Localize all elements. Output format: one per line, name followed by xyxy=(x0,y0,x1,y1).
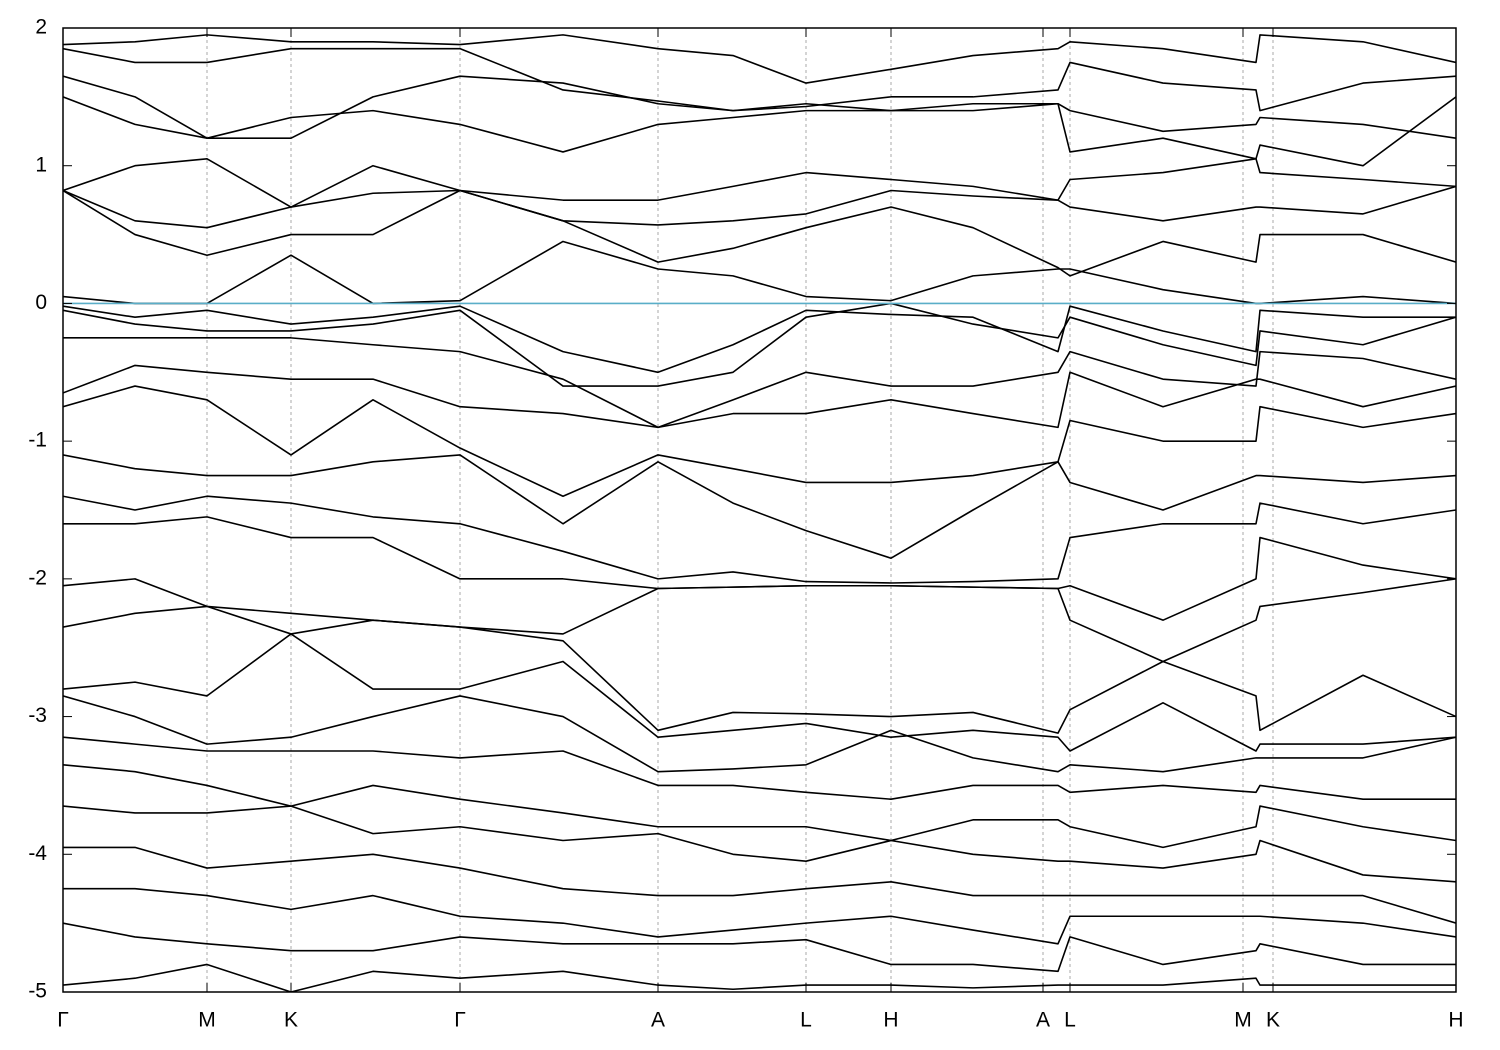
band-line xyxy=(63,385,1456,498)
y-tick-label: 1 xyxy=(35,153,47,176)
y-tick-label: 2 xyxy=(35,16,47,39)
band-line xyxy=(63,34,1456,84)
band-line xyxy=(63,633,1456,752)
band-line xyxy=(63,96,1456,167)
x-tick-label: K xyxy=(1266,1009,1280,1032)
x-tick-label: A xyxy=(651,1009,665,1032)
band-line xyxy=(63,158,1456,208)
labels: 210-1-2-3-4-5Γ M K Γ A L H A L M K H xyxy=(28,16,1463,1032)
x-tick-label: A xyxy=(1036,1009,1050,1032)
x-tick-label: L xyxy=(1064,1009,1076,1032)
x-tick-label: M xyxy=(198,1009,216,1032)
y-tick-label: -3 xyxy=(28,704,47,727)
x-tick-label: M xyxy=(1234,1009,1252,1032)
x-tick-label: H xyxy=(1448,1009,1463,1032)
band-line xyxy=(63,578,1456,663)
band-line xyxy=(63,305,1456,374)
x-tick-label: L xyxy=(800,1009,812,1032)
band-line xyxy=(63,805,1456,883)
band-line xyxy=(63,763,1456,849)
band-line xyxy=(63,302,1456,387)
band-line xyxy=(63,240,1456,305)
band-line xyxy=(63,605,1456,734)
band-line xyxy=(63,736,1456,800)
x-tick-label: H xyxy=(883,1009,898,1032)
band-line xyxy=(63,695,1456,773)
x-tick-label: Γ xyxy=(454,1009,466,1032)
band-line xyxy=(63,516,1456,621)
x-tick-label: Γ xyxy=(57,1009,69,1032)
band-line xyxy=(63,922,1456,973)
x-tick-label: K xyxy=(284,1009,298,1032)
plot-frame xyxy=(62,27,1457,993)
band-line xyxy=(63,495,1456,584)
y-tick-label: -1 xyxy=(28,429,47,452)
band-line xyxy=(63,189,1456,277)
band-line xyxy=(63,75,1456,139)
band-line xyxy=(63,454,1456,559)
band-line xyxy=(63,846,1456,924)
grid xyxy=(62,28,1457,992)
band-line xyxy=(63,364,1456,429)
band-line xyxy=(63,963,1456,992)
bands xyxy=(63,34,1456,992)
y-tick-label: -5 xyxy=(28,980,47,1003)
band-line xyxy=(63,185,1456,229)
band-line xyxy=(63,47,1456,112)
y-tick-label: -2 xyxy=(28,566,47,589)
band-line xyxy=(63,887,1456,945)
band-line xyxy=(63,337,1456,429)
y-tick-label: 0 xyxy=(35,291,47,314)
y-tick-label: -4 xyxy=(28,842,47,865)
